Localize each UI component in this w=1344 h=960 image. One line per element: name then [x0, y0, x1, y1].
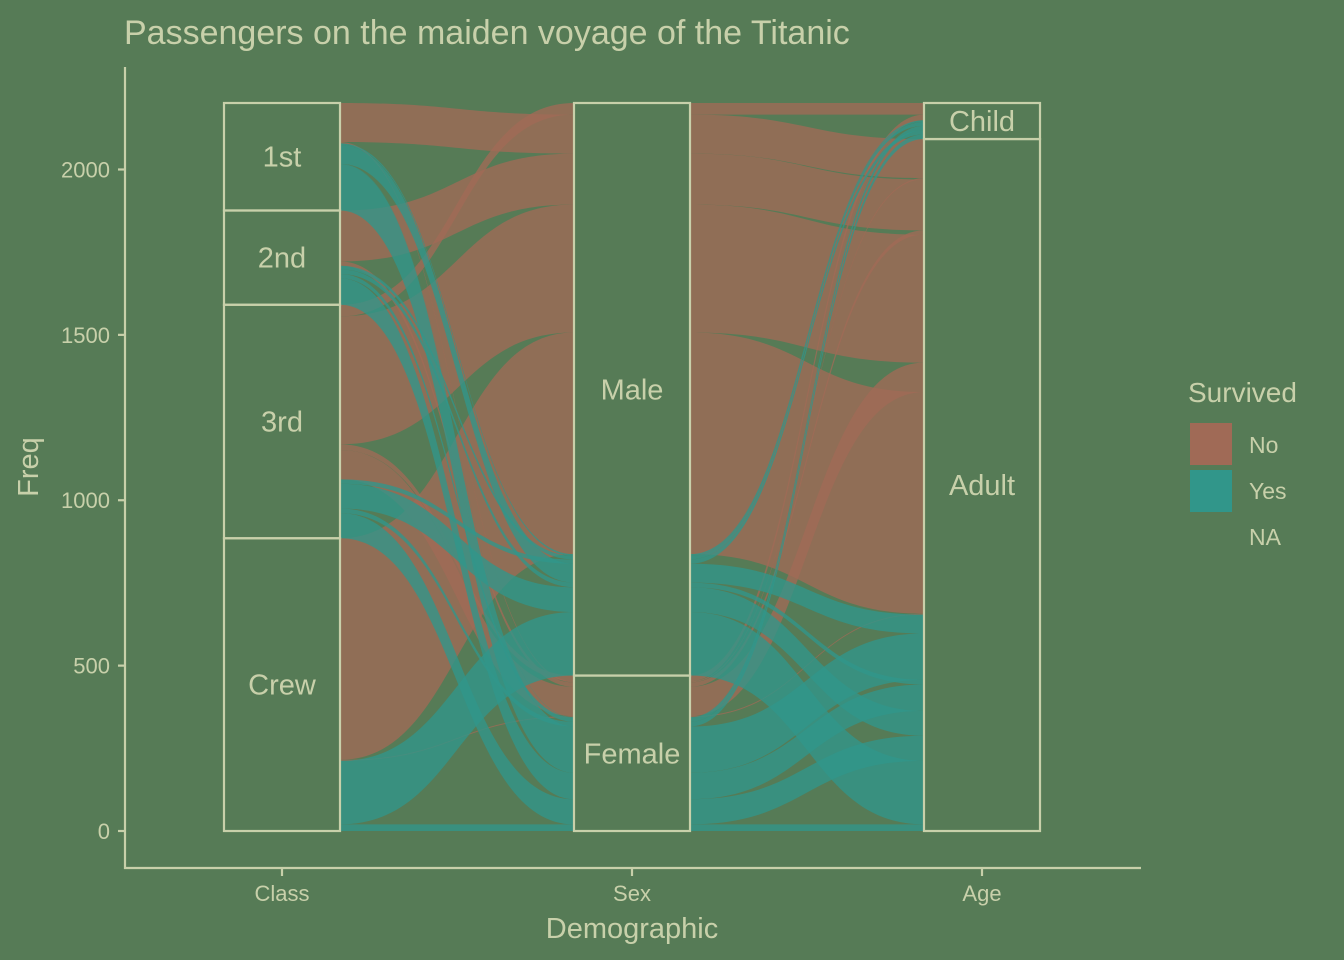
flow-2nd-female-child-yes-seg1: [340, 274, 574, 722]
flow-1st-female-child-yes-seg2: [690, 121, 924, 718]
legend-label-na: NA: [1249, 524, 1282, 550]
y-tick-label-1500: 1500: [61, 323, 110, 348]
flow-3rd-female-adult-no-seg1: [340, 449, 574, 717]
x-tick-label-age: Age: [962, 881, 1001, 906]
stratum-label-age-adult: Adult: [949, 470, 1015, 502]
y-tick-label-2000: 2000: [61, 157, 110, 182]
chart-title: Passengers on the maiden voyage of the T…: [124, 14, 850, 52]
stratum-sex-female: [572, 674, 692, 833]
flow-2nd-female-adult-no-seg2: [690, 230, 924, 687]
flow-2nd-female-child-yes-seg2: [690, 125, 924, 722]
stratum-age-adult: [922, 137, 1042, 833]
flow-crew-female-adult-yes-seg1: [340, 824, 574, 831]
flow-1st-female-child-yes-seg1: [340, 163, 574, 718]
flow-3rd-male-child-yes-seg1: [340, 479, 574, 564]
flow-2nd-male-adult-yes-seg1: [340, 269, 574, 588]
flow-crew-male-adult-yes-seg1: [340, 612, 574, 825]
strata: 1st 2nd 3rd Crew Male Female Child Adult: [222, 101, 1042, 833]
flow-1st-male-adult-no-seg2: [690, 114, 924, 179]
stratum-label-sex-male: Male: [601, 374, 664, 406]
flow-crew-female-adult-yes-seg2: [690, 824, 924, 831]
flow-3rd-female-adult-no-seg2: [690, 362, 924, 717]
legend-title: Survived: [1188, 377, 1297, 408]
y-tick-label-0: 0: [98, 819, 110, 844]
legend-label-yes: Yes: [1249, 478, 1287, 504]
flow-3rd-female-adult-yes-seg2: [690, 735, 924, 825]
stratum-label-age-child: Child: [949, 106, 1015, 138]
flow-3rd-male-adult-no-seg2: [690, 204, 924, 363]
y-tick-label-1000: 1000: [61, 488, 110, 513]
stratum-class-crew: [222, 537, 342, 833]
flow-2nd-male-adult-yes-seg2: [690, 582, 924, 685]
flow-3rd-female-child-yes-seg1: [340, 508, 574, 727]
flow-3rd-female-child-yes-seg2: [690, 134, 924, 727]
flow-1st-male-child-yes-seg2: [690, 120, 924, 556]
stratum-label-class-3rd: 3rd: [261, 407, 303, 439]
stratum-label-class-1st: 1st: [263, 142, 302, 174]
flow-3rd-male-adult-no-seg1: [340, 204, 574, 445]
flow-3rd-female-adult-yes-seg1: [340, 513, 574, 825]
flow-3rd-male-child-no-seg2: [690, 103, 924, 115]
flow-3rd-male-child-yes-seg2: [690, 130, 924, 564]
flow-2nd-male-adult-no-seg2: [690, 153, 924, 231]
stratum-label-class-2nd: 2nd: [258, 243, 306, 275]
stratum-label-class-crew: Crew: [248, 670, 317, 702]
flow-2nd-male-child-yes-seg1: [340, 265, 574, 560]
flow-1st-male-child-yes-seg1: [340, 143, 574, 556]
flow-1st-female-adult-yes-seg1: [340, 164, 574, 773]
legend-label-no: No: [1249, 432, 1278, 458]
flow-1st-male-adult-no-seg1: [340, 103, 574, 154]
flow-1st-male-adult-yes-seg1: [340, 145, 574, 583]
flow-1st-male-adult-yes-seg2: [690, 563, 924, 634]
legend-swatch-no: [1190, 423, 1232, 465]
x-tick-label-sex: Sex: [613, 881, 651, 906]
y-axis-title: Freq: [13, 437, 45, 497]
flow-1st-female-adult-yes-seg2: [690, 633, 924, 773]
x-tick-label-class: Class: [254, 881, 309, 906]
y-ticks: 0 500 1000 1500 2000: [61, 157, 125, 844]
x-axis-title: Demographic: [546, 913, 718, 945]
flow-2nd-male-child-yes-seg2: [690, 122, 924, 560]
flows: [340, 103, 924, 831]
flow-2nd-female-adult-yes-seg2: [690, 684, 924, 800]
legend-swatch-yes: [1190, 470, 1232, 512]
legend: Survived No Yes NA: [1188, 377, 1297, 550]
stratum-label-sex-female: Female: [584, 738, 681, 770]
x-ticks: Class Sex Age: [254, 868, 1002, 906]
y-tick-label-500: 500: [73, 654, 110, 679]
flow-2nd-female-adult-yes-seg1: [340, 278, 574, 800]
